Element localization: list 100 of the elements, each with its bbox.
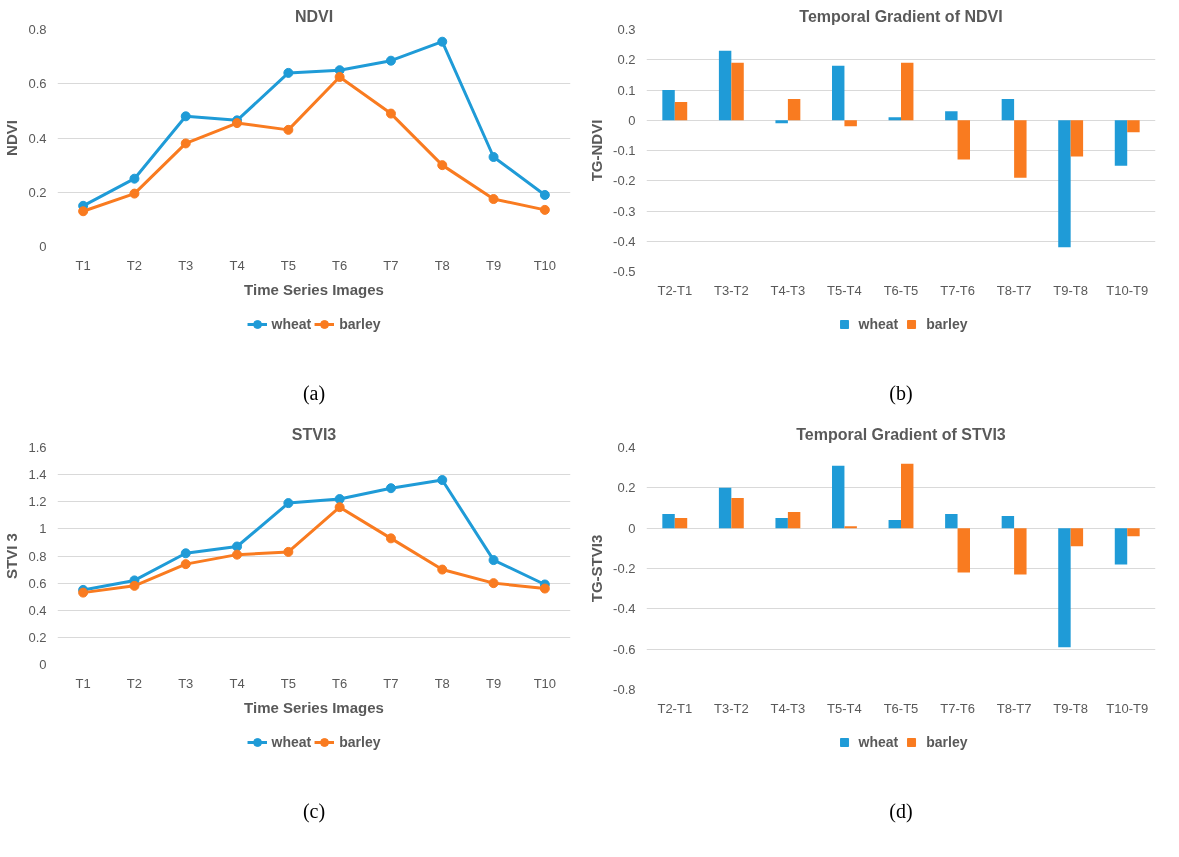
bar [832, 465, 845, 529]
y-axis-title: STVI 3 [3, 533, 21, 579]
bar [662, 90, 675, 121]
x-axis-title: Time Series Images [244, 698, 384, 716]
y-tick-label: 0.3 [617, 22, 636, 37]
point [437, 564, 448, 575]
bar [1058, 120, 1071, 248]
y-tick-label: -0.2 [613, 173, 636, 189]
point [283, 67, 294, 78]
point [385, 483, 396, 494]
y-tick-label: 0.6 [28, 575, 47, 591]
bar [1114, 528, 1128, 565]
x-tick-label: T2-T1 [657, 700, 693, 716]
x-tick-label: T6 [332, 257, 348, 273]
y-tick-label: -0.4 [613, 233, 636, 249]
y-tick-label: 0 [628, 112, 636, 128]
bar [945, 111, 958, 121]
bar [1001, 99, 1015, 121]
bar [1114, 120, 1128, 166]
bar [718, 487, 732, 529]
y-axis-title: TG-STVI3 [588, 534, 606, 603]
point [539, 583, 550, 594]
text: (a) [302, 381, 326, 405]
point [385, 533, 396, 544]
y-tick-label: 0.6 [28, 76, 47, 92]
bar [731, 62, 744, 121]
y-tick-label: 1.6 [28, 440, 47, 455]
x-tick-label: T10-T9 [1106, 282, 1149, 298]
bar [832, 65, 845, 121]
bar [957, 120, 970, 160]
y-tick-label: 0.4 [28, 130, 47, 146]
bar [957, 528, 970, 573]
y-tick-label: -0.3 [613, 203, 636, 219]
x-tick-label: T9 [485, 257, 502, 273]
bar [775, 120, 788, 124]
x-tick-label: T8-T7 [996, 700, 1032, 716]
point [488, 152, 499, 162]
y-tick-label: -0.1 [613, 143, 636, 158]
bar [1127, 120, 1140, 133]
bar [1070, 120, 1084, 157]
x-tick-label: T4 [229, 675, 245, 691]
y-tick-label: -0.5 [613, 264, 636, 279]
chart-title: Temporal Gradient of STVI3 [796, 425, 1006, 443]
x-tick-label: T9-T8 [1053, 282, 1088, 298]
text: (b) [889, 381, 913, 405]
text: (d) [889, 799, 913, 823]
bar [1014, 528, 1027, 575]
y-tick-label: 0 [628, 520, 636, 536]
bar [662, 514, 675, 529]
bar [888, 117, 901, 121]
x-tick-label: T2 [126, 257, 143, 273]
point [129, 580, 140, 591]
y-tick-label: 0.4 [28, 602, 47, 618]
x-tick-label: T7-T6 [940, 700, 975, 716]
x-tick-label: T4-T3 [770, 282, 806, 298]
x-tick-label: T3-T2 [714, 700, 749, 716]
y-tick-label: 0.2 [28, 184, 47, 200]
x-tick-label: T10 [533, 257, 557, 273]
bar [945, 514, 958, 529]
point [283, 546, 294, 557]
y-tick-label: 0.8 [28, 22, 47, 37]
bar [844, 120, 857, 127]
point [488, 578, 499, 589]
x-tick-label: T3 [178, 675, 194, 691]
bar [787, 99, 801, 121]
legend-label: barley [339, 734, 381, 750]
point [437, 475, 448, 486]
y-tick-label: 0 [39, 239, 47, 254]
legend-label: barley [339, 316, 381, 332]
x-tick-label: T3-T2 [714, 282, 749, 298]
point [180, 548, 191, 559]
point [180, 111, 191, 122]
bar [1127, 528, 1140, 537]
point [180, 138, 191, 149]
x-tick-label: T6-T5 [883, 700, 919, 716]
point [129, 173, 140, 184]
x-tick-label: T3 [178, 257, 194, 273]
y-tick-label: -0.8 [613, 682, 636, 697]
x-tick-label: T1 [75, 675, 91, 691]
bar [844, 526, 857, 529]
x-tick-label: T10-T9 [1106, 700, 1149, 716]
legend-label: wheat [271, 734, 312, 750]
point [180, 559, 191, 570]
point [78, 206, 89, 217]
y-tick-label: 1.2 [28, 494, 47, 510]
point [539, 204, 550, 215]
x-tick-label: T7-T6 [940, 282, 975, 298]
point [283, 498, 294, 509]
x-tick-label: T10 [533, 675, 557, 691]
bar [901, 463, 914, 529]
y-tick-label: -0.2 [613, 561, 636, 576]
point [437, 160, 448, 171]
x-tick-label: T1 [75, 257, 91, 273]
legend-label: wheat [858, 734, 899, 750]
bar [674, 518, 688, 529]
bar [888, 520, 901, 529]
point [129, 188, 140, 199]
x-axis-title: Time Series Images [244, 280, 384, 298]
x-tick-label: T9-T8 [1053, 700, 1088, 716]
y-axis-title: TG-NDVI [588, 119, 606, 182]
